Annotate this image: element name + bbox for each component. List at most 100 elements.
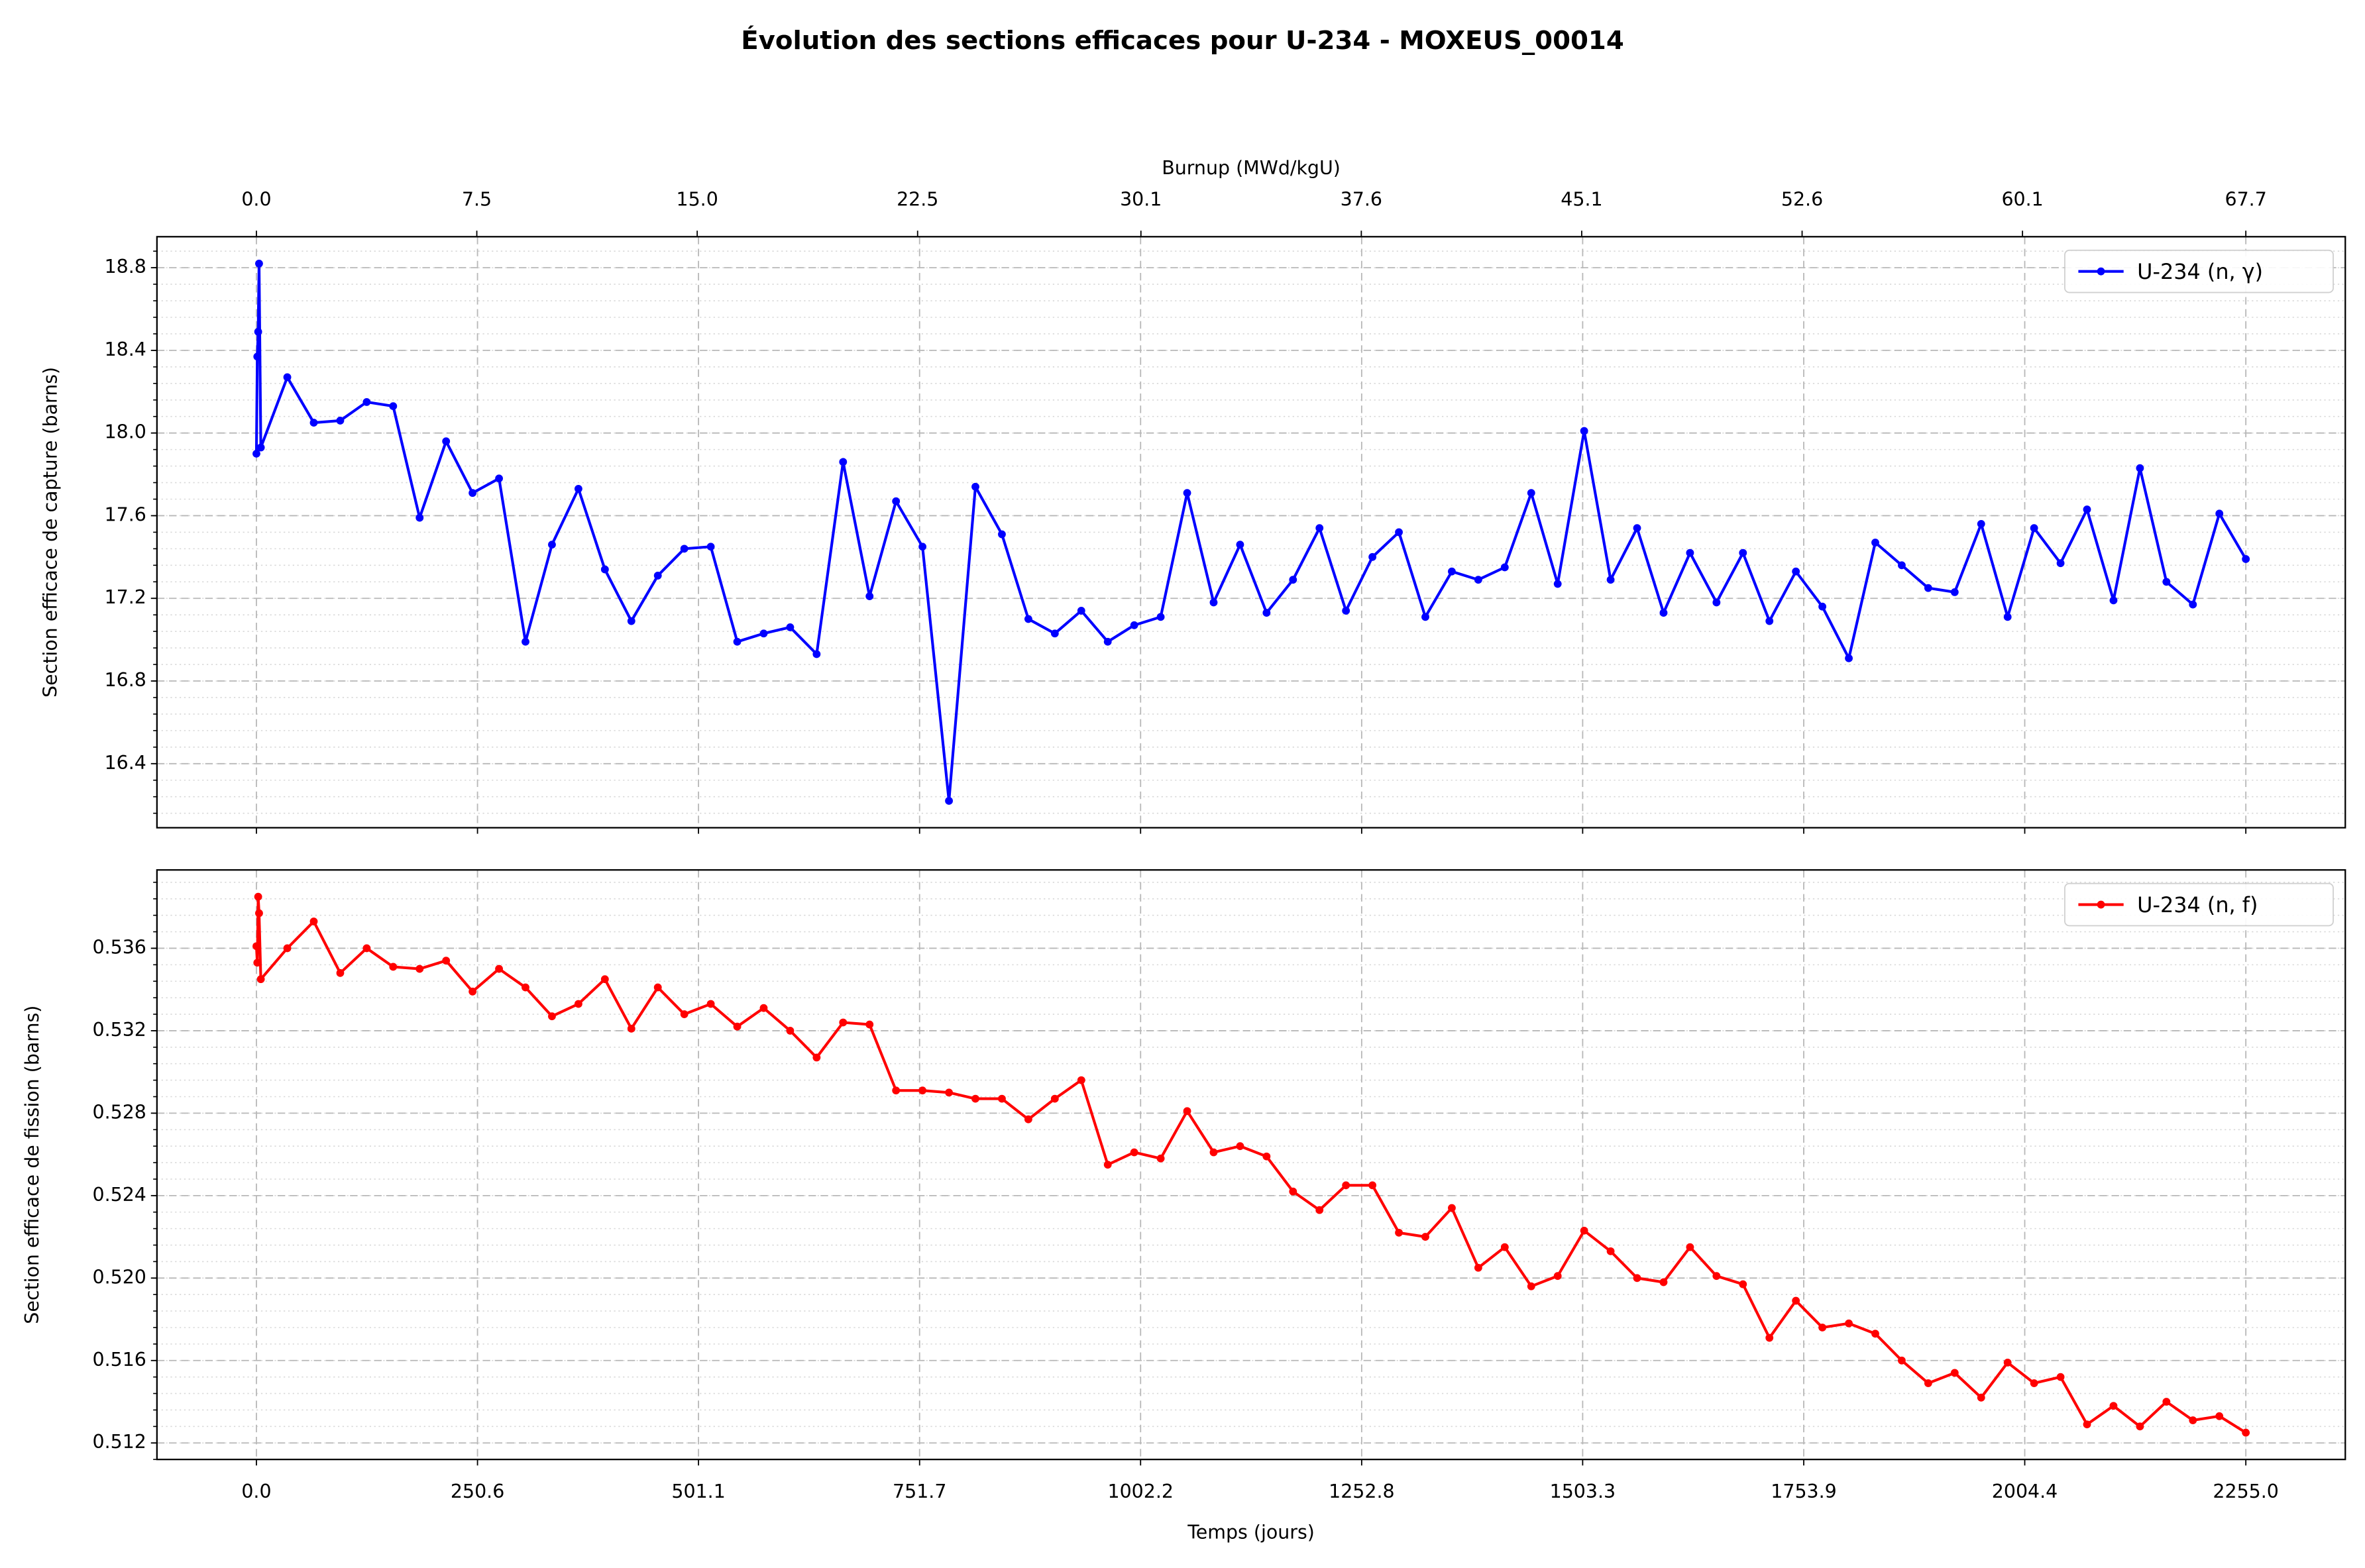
x-tick-label: 501.1 bbox=[671, 1481, 725, 1502]
x2-tick-label: 60.1 bbox=[2001, 189, 2043, 211]
data-point bbox=[1342, 607, 1350, 615]
data-point bbox=[468, 489, 477, 497]
x2-tick-label: 0.0 bbox=[241, 189, 271, 211]
data-point bbox=[600, 565, 609, 574]
data-point bbox=[1262, 1152, 1271, 1161]
data-point bbox=[442, 437, 451, 446]
data-point bbox=[706, 543, 715, 551]
data-point bbox=[336, 417, 345, 425]
data-point bbox=[1818, 1324, 1827, 1332]
data-point bbox=[1553, 1272, 1562, 1281]
data-point bbox=[1606, 1247, 1615, 1255]
data-point bbox=[2242, 1428, 2250, 1437]
data-point bbox=[522, 983, 529, 992]
data-point bbox=[945, 1088, 953, 1097]
data-point bbox=[255, 909, 263, 917]
x-tick-label: 250.6 bbox=[451, 1481, 504, 1502]
data-point bbox=[1209, 598, 1218, 607]
y-tick-label: 0.516 bbox=[92, 1349, 146, 1371]
data-point bbox=[1739, 1280, 1747, 1288]
data-point bbox=[865, 592, 874, 601]
data-point bbox=[2109, 1402, 2118, 1410]
data-point bbox=[918, 543, 927, 551]
data-point bbox=[2242, 555, 2250, 563]
data-point bbox=[1845, 654, 1853, 662]
data-point bbox=[1898, 561, 1906, 570]
data-point bbox=[1236, 1142, 1244, 1151]
data-point bbox=[1686, 549, 1694, 557]
data-point bbox=[998, 530, 1006, 539]
data-point bbox=[468, 987, 477, 996]
y-axis-label: Section efficace de fission (barns) bbox=[21, 1006, 43, 1324]
data-point bbox=[865, 1020, 874, 1029]
x-tick-label: 2004.4 bbox=[1992, 1481, 2058, 1502]
data-point bbox=[627, 617, 635, 625]
data-point bbox=[1315, 1206, 1324, 1214]
legend-marker bbox=[2097, 267, 2105, 276]
data-point bbox=[442, 957, 451, 965]
plot-frame bbox=[156, 236, 2346, 829]
data-point bbox=[1156, 1154, 1165, 1163]
data-point bbox=[255, 259, 263, 268]
data-point bbox=[1712, 1272, 1721, 1281]
x-tick-label: 1753.9 bbox=[1771, 1481, 1837, 1502]
data-point bbox=[1898, 1356, 1906, 1365]
y-tick-label: 0.536 bbox=[92, 936, 146, 958]
data-point bbox=[389, 402, 398, 411]
data-point bbox=[1950, 588, 1959, 596]
data-point bbox=[1395, 1228, 1403, 1237]
data-point bbox=[653, 572, 662, 580]
data-point bbox=[918, 1086, 927, 1095]
data-point bbox=[254, 327, 262, 336]
data-point bbox=[2030, 524, 2038, 533]
data-point bbox=[415, 513, 424, 522]
data-point bbox=[1183, 1107, 1191, 1116]
data-point bbox=[2162, 578, 2171, 586]
y-tick-label: 0.512 bbox=[92, 1431, 146, 1453]
y-tick-label: 17.6 bbox=[105, 503, 146, 525]
data-point bbox=[1421, 1233, 1429, 1241]
y-tick-label: 17.2 bbox=[105, 586, 146, 608]
data-point bbox=[786, 1027, 795, 1035]
data-point bbox=[945, 797, 953, 805]
data-point bbox=[2109, 596, 2118, 605]
data-point bbox=[1368, 1181, 1377, 1190]
data-point bbox=[252, 449, 260, 458]
data-point bbox=[1950, 1369, 1959, 1377]
data-point bbox=[2136, 464, 2144, 472]
y-tick-label: 16.8 bbox=[105, 669, 146, 691]
legend-label: U-234 (n, f) bbox=[2137, 892, 2258, 917]
data-point bbox=[1236, 541, 1244, 549]
data-point bbox=[336, 968, 345, 977]
data-point bbox=[256, 443, 265, 452]
data-point bbox=[1527, 1282, 1535, 1290]
data-point bbox=[1077, 607, 1085, 615]
data-point bbox=[574, 484, 582, 493]
x-tick-label: 1252.8 bbox=[1329, 1481, 1395, 1502]
data-point bbox=[415, 965, 424, 973]
data-point bbox=[1792, 1296, 1800, 1305]
data-point bbox=[522, 637, 529, 646]
x-tick-label: 1002.2 bbox=[1107, 1481, 1174, 1502]
data-point bbox=[1606, 576, 1615, 584]
data-point bbox=[1262, 609, 1271, 617]
data-point bbox=[1580, 427, 1588, 435]
data-point bbox=[627, 1024, 635, 1033]
data-point bbox=[252, 942, 260, 951]
data-point bbox=[1977, 1393, 1985, 1402]
data-point bbox=[812, 1053, 821, 1062]
x2-tick-label: 15.0 bbox=[676, 189, 718, 211]
data-point bbox=[1659, 609, 1668, 617]
data-point bbox=[1924, 584, 1932, 592]
data-point bbox=[2083, 1420, 2091, 1429]
data-point bbox=[2083, 505, 2091, 514]
data-point bbox=[733, 637, 742, 646]
data-point bbox=[1871, 1330, 1879, 1338]
data-point bbox=[759, 629, 768, 638]
x2-axis-label: Burnup (MWd/kgU) bbox=[1162, 157, 1341, 179]
data-point bbox=[574, 1000, 582, 1008]
data-point bbox=[2056, 559, 2065, 568]
data-point bbox=[733, 1022, 742, 1031]
